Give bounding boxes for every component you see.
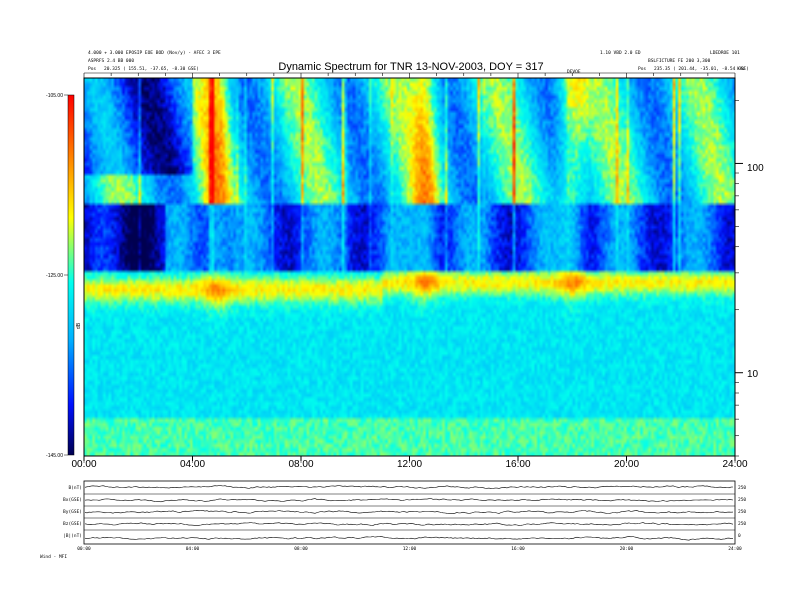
ts-right-tick-0: 250: [738, 485, 746, 491]
header-right-pos-value: 235.35 ( 201.44, -35.01, -8.54 GSE): [654, 66, 749, 72]
top-tick-strip: [83, 72, 736, 78]
spectrogram-heatmap: [84, 78, 735, 456]
header-right-line0: 1.10 VBD 2.0 ED: [600, 50, 641, 56]
x-tick-label-2400: 24:00: [722, 459, 747, 470]
ts-right-tick-4: 0: [738, 533, 741, 539]
ts-trace-0: [84, 485, 734, 489]
header-left-pos-label: Pos: [88, 66, 96, 72]
ts-x-tick-5: 20:00: [620, 546, 634, 552]
magnetic-field-panel: B(nT) Bx(GSE) By(GSE) Bz(GSE) |B|(nT) 25…: [40, 480, 746, 560]
ts-x-tick-3: 12:00: [403, 546, 417, 552]
y-tick-label-10: 10: [747, 369, 759, 380]
x-tick-label-1200: 12:00: [397, 459, 422, 470]
khz-unit-label: kHz: [737, 66, 745, 72]
top-marker-label: DEVOE: [567, 69, 581, 75]
ts-right-tick-3: 250: [738, 521, 746, 527]
ts-label-0: B(nT): [68, 485, 82, 491]
ts-trace-2: [84, 509, 734, 515]
ts-right-tick-2: 250: [738, 509, 746, 515]
ts-label-3: Bz(GSE): [63, 521, 82, 527]
header-right-line1: BSLFICTURE FE 200 3,300: [648, 58, 711, 64]
frequency-axis: 100 10: [735, 100, 764, 457]
x-tick-label-0800: 08:00: [288, 459, 313, 470]
ts-trace-3: [84, 522, 734, 526]
x-tick-label-0000: 00:00: [71, 459, 96, 470]
time-axis: 00:00 04:00 08:00 12:00 16:00 20:00 24:0…: [71, 456, 748, 470]
x-tick-label-2000: 20:00: [614, 459, 639, 470]
header-right-line0b: LDEDROE 101: [710, 50, 740, 56]
chart-title: Dynamic Spectrum for TNR 13-NOV-2003, DO…: [278, 61, 543, 73]
ts-label-4: |B|(nT): [63, 533, 82, 539]
ts-x-tick-1: 04:00: [186, 546, 200, 552]
colorbar: -105.00 -125.00 -145.00 dB: [46, 93, 82, 459]
ts-x-tick-2: 08:00: [294, 546, 308, 552]
colorbar-unit: dB: [76, 322, 82, 329]
x-tick-label-0400: 04:00: [180, 459, 205, 470]
timeseries-traces: [84, 485, 734, 541]
header-left-line1: 4.000 + 3.000 EPOSIP EOE BOD (Nov/y) - A…: [88, 50, 221, 56]
header-left-pos-value: 20.325 ( 155.51, -37.65, -8.30 GSE): [104, 66, 199, 72]
ts-trace-4: [84, 535, 734, 541]
colorbar-tick-mid: -125.00: [46, 273, 63, 279]
header-right-pos-label: Pos: [638, 66, 646, 72]
x-tick-label-1600: 16:00: [505, 459, 530, 470]
colorbar-tick-top: -105.00: [46, 93, 63, 99]
ts-label-2: By(GSE): [63, 509, 82, 515]
ts-x-tick-4: 16:00: [511, 546, 525, 552]
timeseries-frame: [83, 480, 736, 545]
ts-right-tick-1: 250: [738, 497, 746, 503]
ts-label-1: Bx(GSE): [63, 497, 82, 503]
colorbar-gradient: [67, 94, 75, 456]
ts-trace-1: [84, 498, 734, 503]
ts-footer: Wind - MFI: [40, 554, 67, 560]
y-tick-label-100: 100: [747, 163, 764, 174]
header-left-line2: ASPRFS 2.4 BB 000: [88, 58, 134, 64]
ts-x-tick-6: 24:00: [728, 546, 742, 552]
colorbar-tick-bottom: -145.00: [46, 453, 63, 459]
ts-x-tick-0: 00:00: [77, 546, 91, 552]
spectrogram-image: [84, 78, 735, 456]
